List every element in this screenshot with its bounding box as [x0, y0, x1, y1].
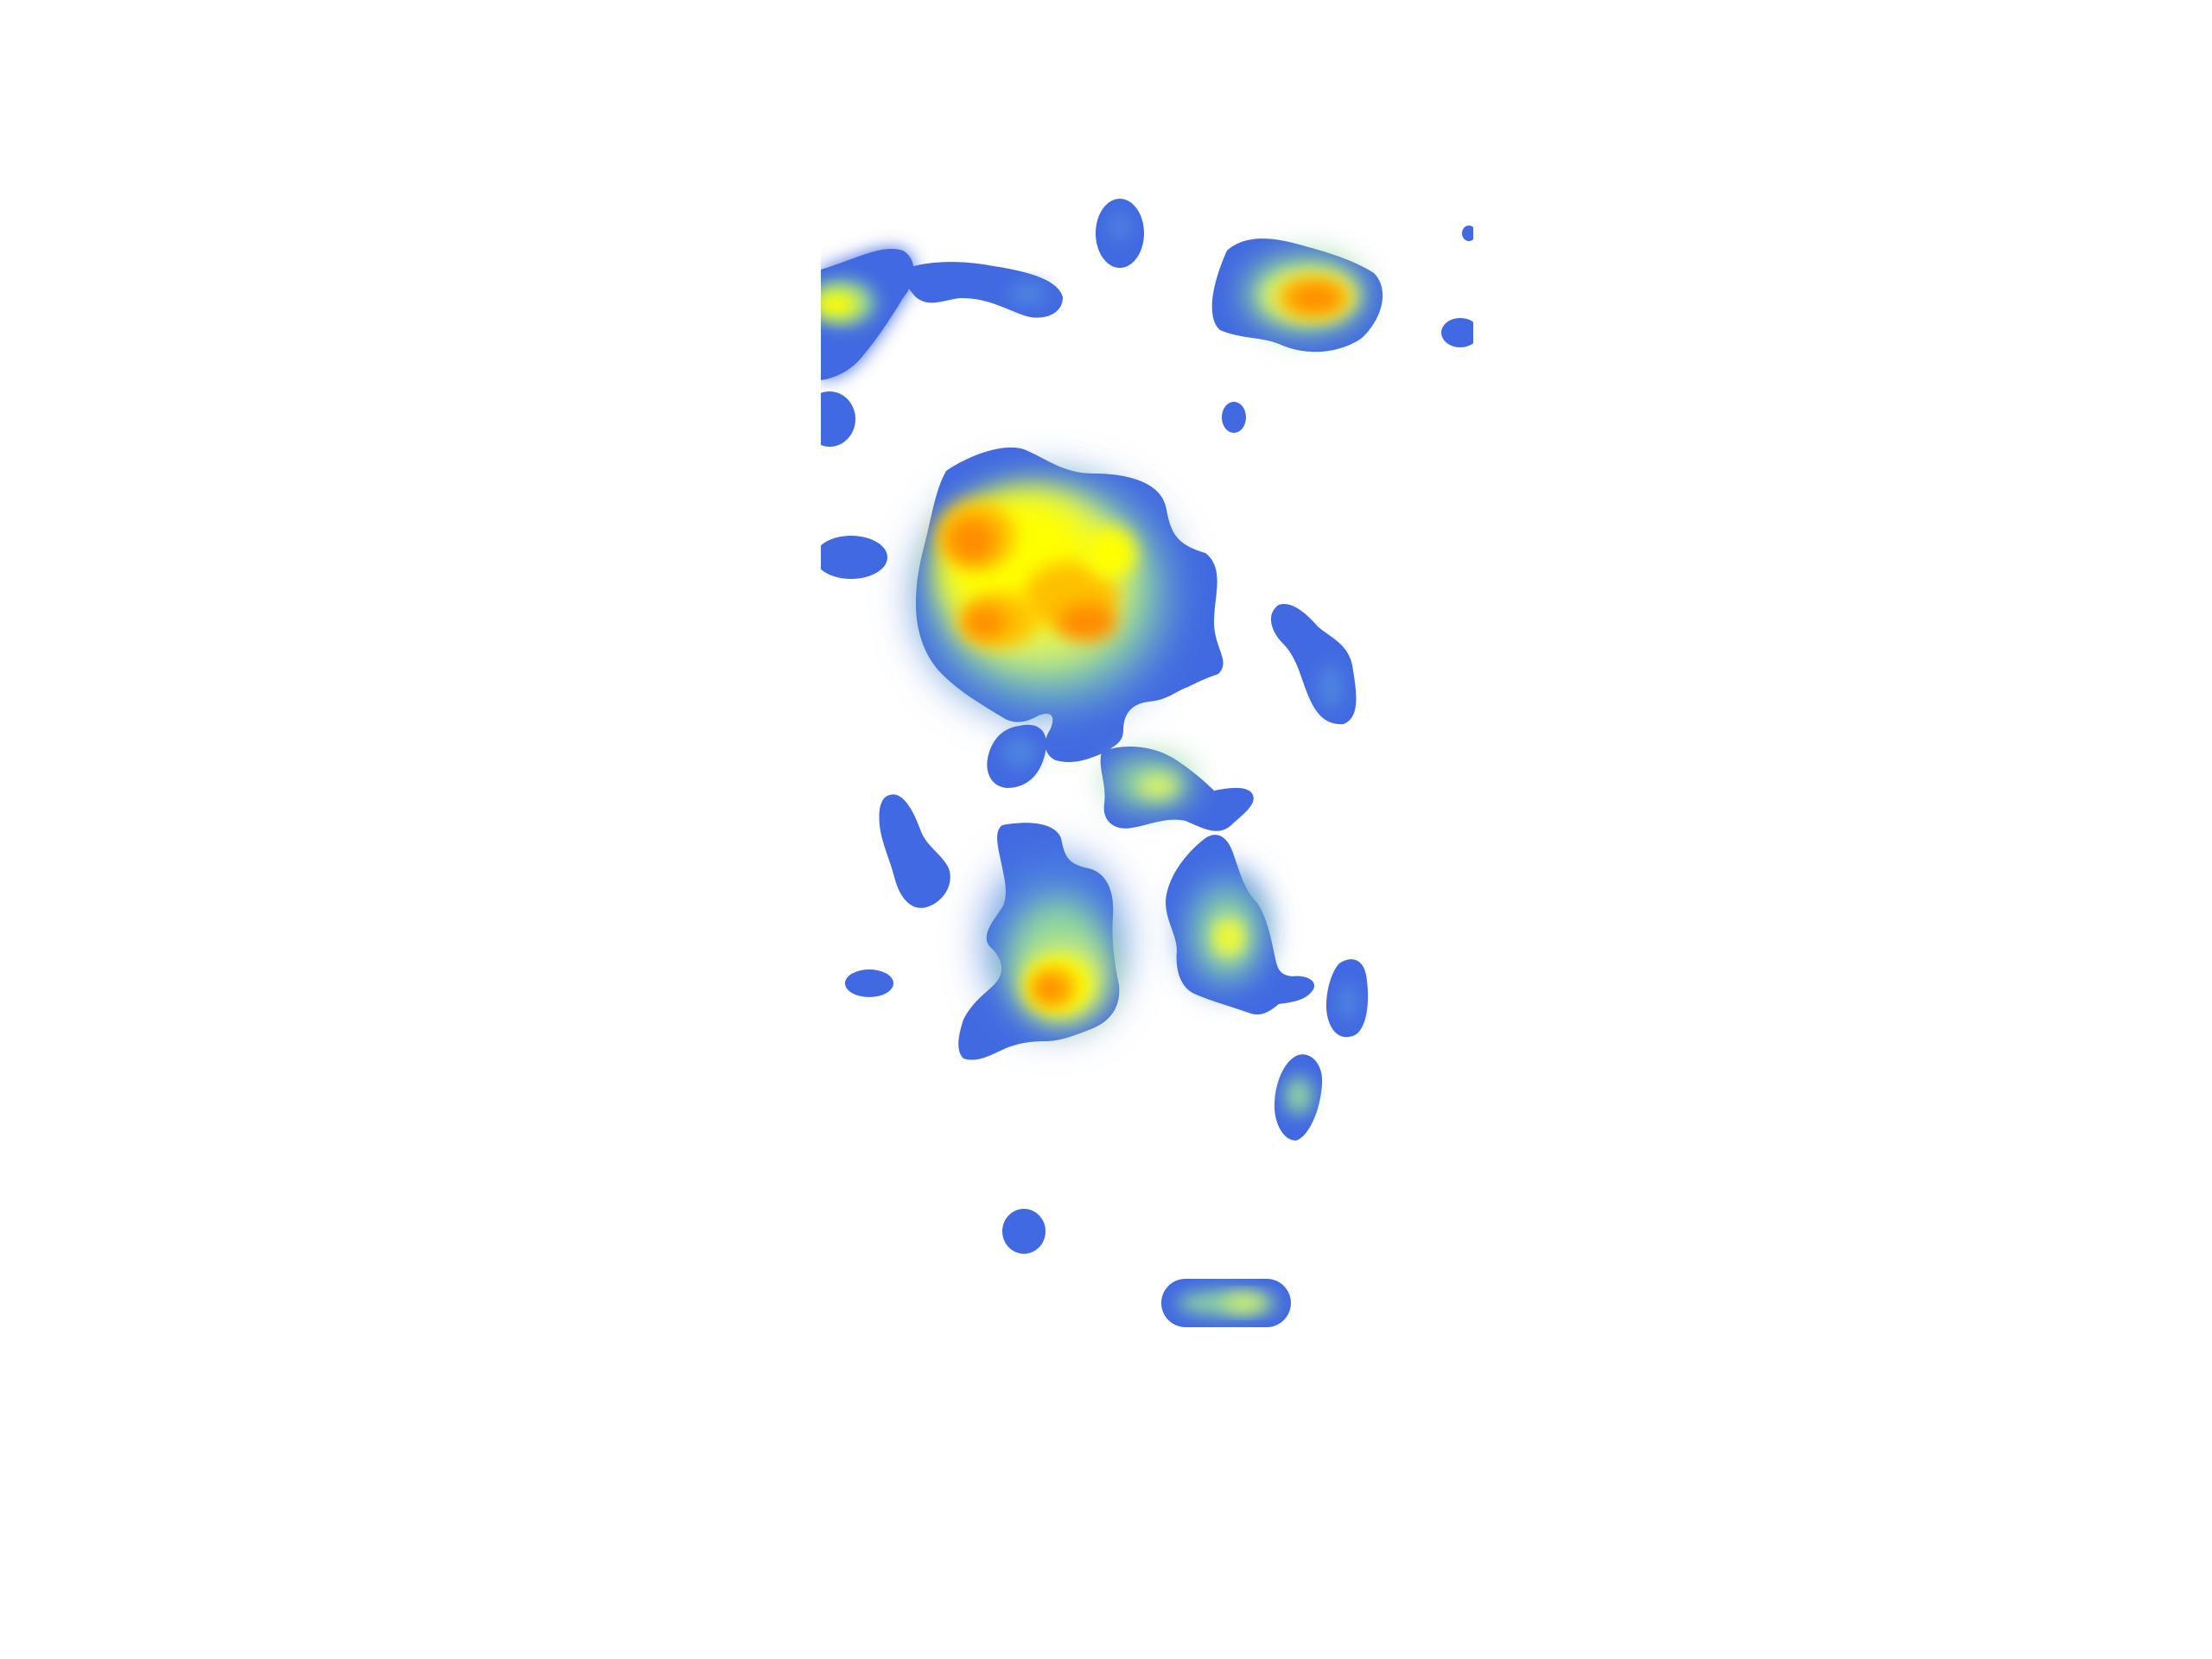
left-pill: [821, 536, 887, 579]
small-oval-right: [1274, 1054, 1323, 1141]
left-streak: [879, 794, 950, 908]
top-right-cluster: [821, 226, 1473, 447]
right-streak-cluster: [1166, 835, 1369, 1038]
bottom-dot: [1002, 1209, 1046, 1254]
main-cluster: [916, 447, 1254, 831]
left-dot: [845, 969, 893, 997]
lower-left-cluster: [958, 823, 1120, 1060]
top-left-cluster: [821, 199, 1144, 380]
bottom-pill: [1161, 1279, 1291, 1327]
right-streak: [1270, 604, 1357, 725]
